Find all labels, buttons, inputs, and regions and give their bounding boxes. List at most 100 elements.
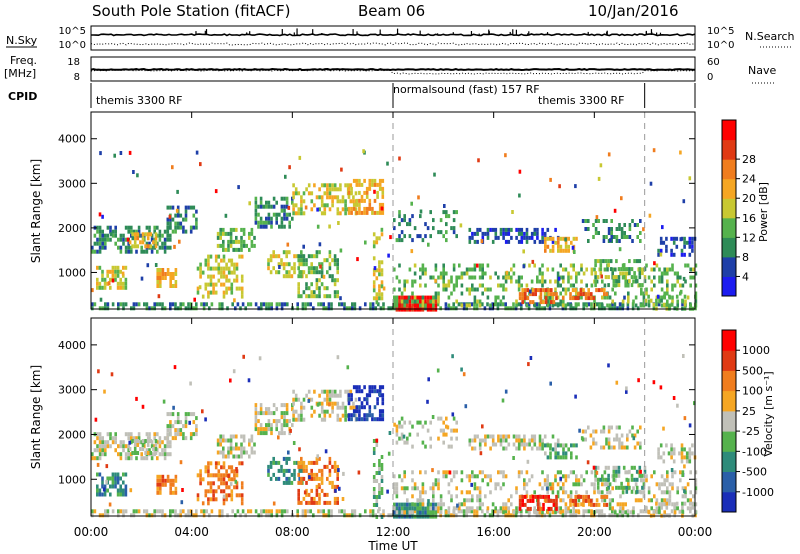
- velocity-cell: [691, 451, 694, 456]
- velocity-speck: [637, 378, 640, 383]
- power-cell: [562, 248, 565, 253]
- velocity-cell: [406, 514, 409, 519]
- velocity-cell: [161, 482, 165, 487]
- power-cell: [328, 191, 332, 196]
- colorbar-swatch: [722, 276, 736, 297]
- power-cell: [230, 262, 234, 267]
- velocity-cell: [260, 509, 263, 514]
- power-cell: [549, 279, 552, 284]
- power-cell: [411, 295, 414, 300]
- velocity-cell: [371, 389, 374, 394]
- velocity-cell: [209, 473, 213, 478]
- velocity-cell: [229, 446, 233, 451]
- velocity-cell: [176, 513, 180, 518]
- power-cell: [520, 231, 524, 236]
- velocity-cell: [634, 498, 638, 503]
- power-cell: [179, 225, 183, 230]
- power-speck: [278, 265, 281, 269]
- velocity-cell: [278, 509, 281, 514]
- velocity-cell: [230, 469, 234, 474]
- power-cell: [445, 283, 448, 288]
- power-cell: [315, 294, 319, 299]
- power-cell: [221, 306, 224, 311]
- velocity-cell: [222, 481, 226, 486]
- power-speck: [339, 296, 342, 301]
- power-cell: [491, 239, 495, 244]
- power-cell: [306, 302, 310, 307]
- velocity-cell: [617, 473, 621, 478]
- power-cell: [169, 205, 172, 210]
- velocity-cell: [393, 510, 396, 515]
- power-cell: [347, 194, 351, 199]
- power-cell: [209, 254, 213, 259]
- power-cell: [166, 233, 169, 238]
- power-cell: [176, 306, 180, 311]
- power-cell: [462, 302, 466, 307]
- velocity-cell: [221, 509, 224, 514]
- velocity-cell: [315, 484, 319, 489]
- power-cell: [227, 266, 231, 271]
- velocity-cell: [429, 506, 432, 511]
- power-cell: [330, 302, 333, 307]
- velocity-cell: [382, 513, 385, 518]
- velocity-cell: [678, 509, 682, 514]
- velocity-cell: [541, 442, 544, 447]
- velocity-cell: [517, 438, 521, 443]
- power-cell: [277, 254, 281, 259]
- velocity-cell: [437, 486, 440, 491]
- power-cell: [504, 279, 508, 284]
- power-cell: [675, 244, 679, 249]
- power-cell: [634, 295, 638, 300]
- power-cell: [627, 291, 630, 296]
- power-cell: [109, 229, 112, 234]
- power-cell: [445, 238, 448, 243]
- power-cell: [124, 225, 128, 230]
- velocity-cell: [416, 486, 419, 491]
- power-cell: [551, 248, 555, 253]
- velocity-cell: [395, 486, 399, 491]
- velocity-cell: [574, 502, 577, 507]
- velocity-cell: [536, 446, 539, 451]
- power-cell: [527, 306, 531, 311]
- velocity-cell: [680, 451, 684, 456]
- velocity-cell: [658, 506, 661, 511]
- velocity-cell: [594, 477, 597, 482]
- power-cell: [323, 203, 327, 208]
- power-cell: [517, 283, 521, 288]
- velocity-cell: [119, 440, 123, 445]
- power-cell: [403, 234, 406, 239]
- power-cell: [349, 183, 353, 188]
- power-cell: [169, 233, 172, 238]
- power-cell: [225, 278, 228, 283]
- power-cell: [534, 288, 537, 293]
- velocity-cell: [176, 420, 180, 425]
- velocity-cell: [336, 484, 339, 489]
- power-cell: [297, 191, 301, 196]
- velocity-cell: [575, 455, 578, 460]
- power-cell: [98, 265, 102, 270]
- velocity-cell: [546, 478, 549, 483]
- velocity-cell: [150, 456, 154, 461]
- power-cell: [339, 183, 342, 188]
- power-cell: [275, 254, 278, 259]
- power-cell: [597, 219, 600, 223]
- power-cell: [691, 244, 694, 249]
- power-cell: [282, 274, 286, 279]
- velocity-cell: [429, 436, 432, 441]
- power-cell: [484, 287, 487, 292]
- velocity-cell: [282, 456, 286, 461]
- power-cell: [468, 239, 472, 244]
- velocity-cell: [530, 438, 534, 443]
- velocity-cell: [499, 442, 503, 447]
- velocity-speck: [232, 369, 236, 374]
- velocity-speck: [188, 420, 191, 425]
- power-cell: [515, 303, 518, 308]
- power-cell: [330, 306, 333, 311]
- velocity-cell: [424, 514, 427, 519]
- power-cell: [460, 283, 464, 288]
- power-cell: [442, 263, 445, 268]
- velocity-cell: [209, 461, 213, 466]
- velocity-cell: [222, 434, 225, 439]
- velocity-cell: [166, 444, 169, 449]
- velocity-cell: [333, 464, 337, 469]
